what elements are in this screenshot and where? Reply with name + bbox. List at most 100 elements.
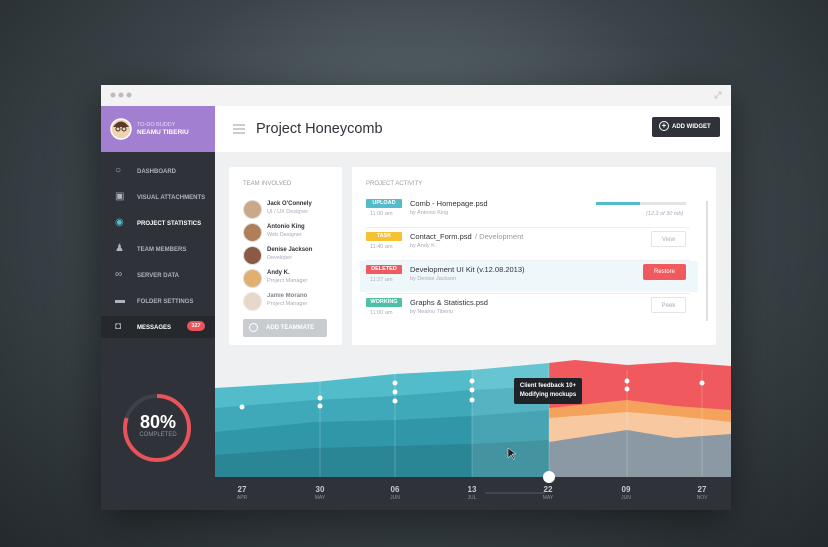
- timeline-day[interactable]: 06: [390, 485, 400, 494]
- timeline-month: MAY: [314, 495, 326, 501]
- member-name: Jack O'Connely: [267, 201, 312, 207]
- menu-icon: ○: [115, 165, 122, 176]
- member-role: Web Designer: [267, 232, 302, 238]
- activity-tag: TASK: [366, 232, 402, 241]
- member-name: Denise Jackson: [267, 247, 313, 253]
- menu-icon: ◘: [115, 321, 122, 332]
- member-name: Jamie Morano: [267, 293, 308, 299]
- member-role: UI / UX Designer: [267, 209, 309, 215]
- timeline-day[interactable]: 27: [697, 485, 707, 494]
- timeline-day[interactable]: 30: [315, 485, 325, 494]
- activity-tag: DELETED: [366, 265, 402, 274]
- header: Project Honeycomb + ADD WIDGET: [215, 106, 731, 152]
- menu-icon: ▣: [115, 191, 125, 202]
- menu-item[interactable]: VISUAL ATTACHMENTS: [137, 195, 206, 201]
- menu-item[interactable]: FOLDER SETTINGS: [137, 299, 194, 305]
- row-divider: [366, 227, 690, 228]
- menu-item[interactable]: PROJECT STATISTICS: [137, 221, 202, 227]
- timeline-day[interactable]: 09: [621, 485, 631, 494]
- activity-title: Development UI Kit (v.12.08.2013): [410, 265, 525, 274]
- progress-label: COMPLETED: [139, 432, 177, 438]
- menu-item[interactable]: DASHBOARD: [137, 169, 176, 175]
- member-avatar: [243, 223, 262, 242]
- add-teammate-button[interactable]: ADD TEAMMATE: [243, 319, 327, 337]
- activity-author: by Antonio King: [410, 210, 449, 216]
- action-button[interactable]: View: [651, 231, 686, 247]
- app-window: TO-DO BUDDY NEAMU TIBERIU 80% COMPLETED …: [101, 85, 731, 510]
- timeline-month: MAY: [542, 495, 554, 501]
- button-label: ADD WIDGET: [672, 124, 711, 130]
- tooltip: Client feedback 10+ Modifying mockups: [514, 378, 582, 404]
- profile-label: TO-DO BUDDY: [137, 122, 176, 128]
- activity-author: by Andy K.: [410, 243, 437, 249]
- avatar: [110, 118, 132, 140]
- card-title: PROJECT ACTIVITY: [366, 181, 423, 187]
- tooltip-line: Modifying mockups: [519, 392, 577, 398]
- badge: 327: [187, 321, 205, 331]
- tooltip-line: Client feedback 10+: [519, 383, 577, 389]
- activity-time: 11:40 am: [370, 244, 393, 250]
- member-avatar: [243, 292, 262, 311]
- activity-author: by Neamu Tiberiu: [410, 309, 454, 315]
- activity-tag: UPLOAD: [366, 199, 402, 208]
- member-role: Developer: [267, 255, 293, 261]
- activity-tag: WORKING: [366, 298, 402, 307]
- member-role: Project Manager: [267, 301, 308, 307]
- title-bar: [101, 85, 731, 106]
- activity-author: by Denise Jackson: [410, 276, 457, 282]
- menu-item[interactable]: SERVER DATA: [137, 273, 180, 279]
- member-name: Antonio King: [267, 224, 305, 230]
- timeline-month: NOV: [696, 495, 708, 501]
- profile-name: NEAMU TIBERIU: [137, 129, 189, 136]
- action-button[interactable]: Peek: [651, 297, 686, 313]
- member-name: Andy K.: [267, 270, 290, 276]
- member-avatar: [243, 246, 262, 265]
- member-role: Project Manager: [267, 278, 308, 284]
- menu-highlight[interactable]: [101, 316, 215, 338]
- timeline-month: APR: [236, 495, 248, 501]
- activity-graph: [215, 360, 731, 510]
- menu-icon: ♟: [115, 243, 124, 254]
- menu-icon: ◉: [115, 217, 124, 228]
- activity-card: PROJECT ACTIVITY UPLOAD 11:00 am Comb - Ho…: [352, 167, 716, 345]
- menu-icon: ▬: [115, 295, 125, 306]
- profile[interactable]: TO-DO BUDDY NEAMU TIBERIU: [101, 106, 215, 152]
- progress-ring: [123, 394, 191, 462]
- timeline-day[interactable]: 22: [543, 485, 553, 494]
- button-label: ADD TEAMMATE: [266, 325, 315, 331]
- menu-icon[interactable]: [233, 124, 245, 134]
- menu-icon: ∞: [115, 269, 123, 280]
- window-controls: [110, 91, 722, 99]
- activity-time: 11:27 am: [370, 277, 393, 283]
- scrollbar[interactable]: [706, 201, 708, 321]
- timeline-day[interactable]: 13: [467, 485, 477, 494]
- header-title: Project Honeycomb: [256, 121, 383, 137]
- timeline-month: JUN: [621, 495, 631, 501]
- menu-item[interactable]: TEAM MEMBERS: [137, 247, 187, 253]
- activity-title: Comb - Homepage.psd: [410, 199, 488, 208]
- card-title: TEAM INVOLVED: [243, 181, 292, 187]
- menu-item[interactable]: MESSAGES: [137, 325, 172, 331]
- restore-button[interactable]: Restore: [643, 264, 686, 280]
- activity-time: 11:00 am: [370, 211, 393, 217]
- row-divider: [366, 260, 690, 261]
- sidebar: TO-DO BUDDY NEAMU TIBERIU 80% COMPLETED …: [101, 106, 215, 510]
- team-card: TEAM INVOLVED ADD TEAMMATE Jack O'Connel…: [229, 167, 342, 345]
- upload-progress: [596, 202, 686, 205]
- row-highlight: [360, 261, 698, 292]
- member-avatar: [243, 200, 262, 219]
- upload-size: (12.3 of 30 mb): [646, 211, 684, 217]
- timeline-month: JUN: [390, 495, 400, 501]
- activity-title: Contact_Form.psd: [410, 232, 472, 241]
- timeline-day[interactable]: 27: [237, 485, 247, 494]
- timeline-month: JUL: [467, 495, 477, 501]
- upload-progress-fill: [596, 202, 640, 205]
- progress-value: 80%: [139, 412, 177, 432]
- activity-title: Graphs & Statistics.psd: [410, 298, 488, 307]
- row-divider: [366, 293, 690, 294]
- member-avatar: [243, 269, 262, 288]
- add-widget-button[interactable]: + ADD WIDGET: [652, 117, 720, 137]
- activity-suffix: / Development: [475, 232, 524, 241]
- activity-time: 11:00 am: [370, 310, 393, 316]
